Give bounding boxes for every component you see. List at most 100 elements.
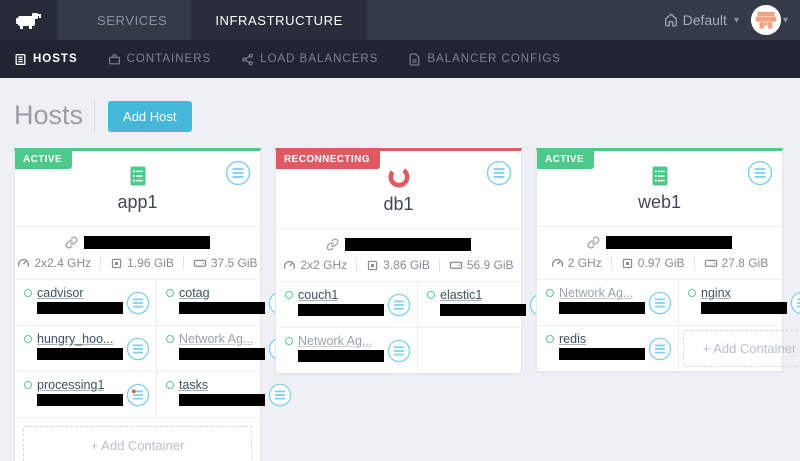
container-link[interactable]: couch1 xyxy=(298,288,339,302)
host-name[interactable]: web1 xyxy=(637,192,682,212)
host-menu-button[interactable] xyxy=(747,160,773,186)
host-header: app1 xyxy=(15,151,260,226)
container-menu-button[interactable] xyxy=(648,337,672,361)
avatar[interactable] xyxy=(750,5,781,35)
host-server-icon xyxy=(130,166,145,186)
container-link[interactable]: nginx xyxy=(701,286,731,300)
host-stats: 2x2 GHz 3.86 GiB 56.9 GiB xyxy=(276,228,521,281)
container-menu-button[interactable] xyxy=(126,337,150,361)
infrastructure-subnav: HOSTS CONTAINERS LOAD BALANCERS BALANCER… xyxy=(0,40,800,78)
subnav-item-containers[interactable]: CONTAINERS xyxy=(108,53,212,66)
container-link[interactable]: hungry_hoo... xyxy=(37,332,114,346)
subnav-label: LOAD BALANCERS xyxy=(260,53,379,65)
menu-circle-icon xyxy=(648,337,672,360)
cpu-icon xyxy=(284,260,296,269)
environment-selector[interactable]: Default ▾ xyxy=(664,12,739,28)
tab-infrastructure[interactable]: INFRASTRUCTURE xyxy=(191,0,367,40)
container-info: redis xyxy=(546,332,645,365)
cpu-icon xyxy=(18,258,30,267)
environment-label: Default xyxy=(682,12,727,28)
container-menu-button[interactable] xyxy=(648,291,672,315)
subnav-item-load-balancers[interactable]: LOAD BALANCERS xyxy=(241,53,378,66)
storage-icon xyxy=(704,259,717,267)
container-link[interactable]: Network Ag... xyxy=(559,286,634,300)
alert-dot xyxy=(131,389,136,393)
host-menu-button[interactable] xyxy=(225,160,251,186)
menu-circle-icon xyxy=(126,337,150,360)
host-name[interactable]: db1 xyxy=(383,194,414,214)
container-status-dot xyxy=(546,335,554,343)
container-link[interactable]: Network Ag... xyxy=(298,334,373,348)
redacted-container-address xyxy=(179,302,265,314)
container-menu-button[interactable] xyxy=(126,383,150,407)
container-menu-button[interactable] xyxy=(268,383,292,407)
container-menu-button[interactable] xyxy=(387,339,411,363)
balancer-configs-icon xyxy=(409,52,420,66)
subnav-item-hosts[interactable]: HOSTS xyxy=(14,53,78,66)
content: Hosts Add Host ACTIVE app1 2x2.4 GHz 1.9 xyxy=(0,78,800,461)
container-info: couch1 xyxy=(285,288,384,321)
top-nav: SERVICES INFRASTRUCTURE Default ▾ ▾ xyxy=(0,0,800,40)
redacted-container-address xyxy=(37,348,123,360)
host-state-badge: ACTIVE xyxy=(537,151,595,169)
add-container-button[interactable]: + Add Container xyxy=(23,426,252,461)
container-status-dot xyxy=(166,381,174,389)
container-link[interactable]: Network Ag... xyxy=(179,332,254,346)
link-icon xyxy=(326,238,339,251)
container-status-dot xyxy=(285,337,293,345)
host-address xyxy=(15,236,260,249)
containers-icon xyxy=(108,53,120,64)
title-divider xyxy=(94,99,96,133)
host-address xyxy=(276,238,521,251)
chevron-down-icon: ▾ xyxy=(733,14,739,26)
redacted-host-address xyxy=(84,236,210,249)
container-link[interactable]: cadvisor xyxy=(37,286,84,300)
container-info: cadvisor xyxy=(24,286,123,319)
container-info: processing1 xyxy=(24,378,123,411)
redacted-container-address xyxy=(179,394,265,406)
container-info: elastic1 xyxy=(427,288,526,321)
container-link[interactable]: redis xyxy=(559,332,587,346)
container-info: Network Ag... xyxy=(285,334,384,367)
container-info: tasks xyxy=(166,378,265,411)
container-grid: cadvisor cotag xyxy=(15,279,298,417)
container-info: nginx xyxy=(688,286,787,319)
container-link[interactable]: tasks xyxy=(179,378,209,392)
container-menu-button[interactable] xyxy=(790,291,800,315)
host-header: web1 xyxy=(537,151,782,226)
redacted-container-address xyxy=(559,348,645,360)
container-cell: processing1 xyxy=(15,371,156,417)
container-info: Network Ag... xyxy=(546,286,645,319)
menu-circle-icon xyxy=(790,291,800,314)
host-name[interactable]: app1 xyxy=(117,192,158,212)
container-cell: hungry_hoo... xyxy=(15,325,156,371)
host-memory: 3.86 GiB xyxy=(356,258,430,272)
container-link[interactable]: processing1 xyxy=(37,378,105,392)
avatar-identicon xyxy=(750,5,781,35)
container-menu-button[interactable] xyxy=(387,293,411,317)
container-status-dot xyxy=(427,291,435,299)
add-container-row: + Add Container xyxy=(15,417,260,461)
container-cell: tasks xyxy=(156,371,298,417)
add-host-button[interactable]: Add Host xyxy=(108,100,192,132)
container-link[interactable]: elastic1 xyxy=(440,288,483,302)
container-link[interactable]: cotag xyxy=(179,286,210,300)
menu-circle-icon xyxy=(126,291,150,314)
rancher-logo[interactable] xyxy=(0,0,57,40)
container-menu-button[interactable] xyxy=(126,291,150,315)
memory-icon xyxy=(622,258,632,268)
menu-circle-icon xyxy=(387,293,411,316)
redacted-container-address xyxy=(37,302,123,314)
add-container-button[interactable]: + Add Container xyxy=(683,330,800,367)
container-cell: Network Ag... xyxy=(537,280,678,325)
subnav-label: CONTAINERS xyxy=(126,53,212,65)
host-menu-button[interactable] xyxy=(486,160,512,186)
tab-services[interactable]: SERVICES xyxy=(97,12,168,28)
container-status-dot xyxy=(166,289,174,297)
container-status-dot xyxy=(24,289,32,297)
page-header: Hosts Add Host xyxy=(0,78,800,148)
container-cell: cadvisor xyxy=(15,280,156,325)
rancher-cow-icon xyxy=(15,13,41,29)
subnav-item-balancer-configs[interactable]: BALANCER CONFIGS xyxy=(408,52,561,66)
container-info: hungry_hoo... xyxy=(24,332,123,365)
